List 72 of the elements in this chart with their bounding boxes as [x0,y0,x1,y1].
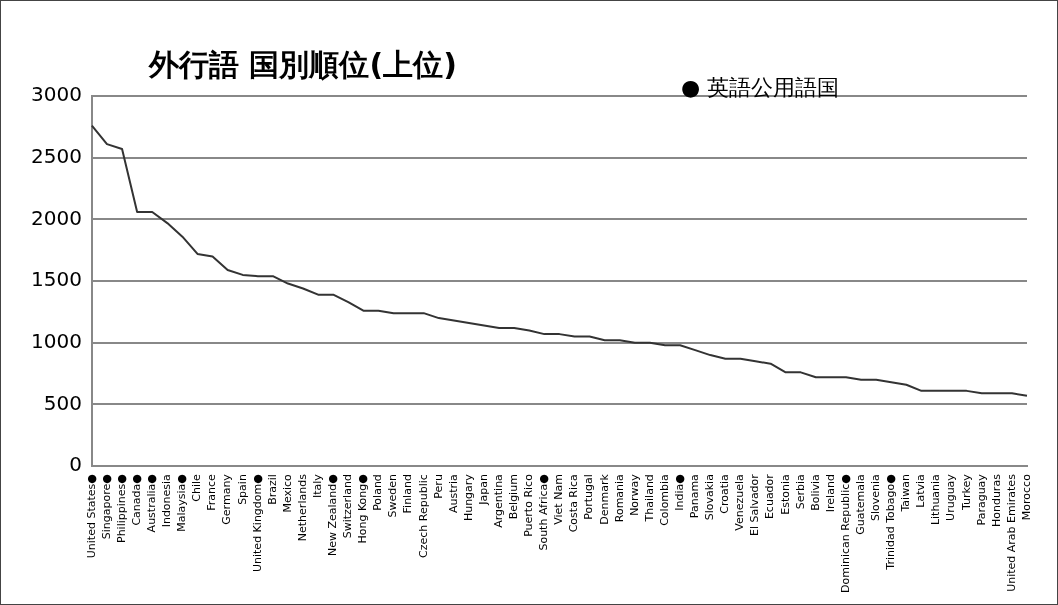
x-tick-label: Honduras [989,473,1003,528]
x-tick-label: Peru [431,474,445,499]
x-tick-label: New Zealand● [326,474,340,557]
x-tick-label: Singapore● [99,474,113,540]
x-tick-label: Taiwan [899,474,913,513]
x-tick-label: Uruguay [944,473,958,521]
x-tick-label: Japan [476,474,490,506]
chart-title: 外行語 国別順位(上位) [149,46,457,84]
y-tick-label: 1500 [30,267,82,292]
x-tick-label: Switzerland [341,474,355,539]
x-tick-label: Denmark [597,473,611,525]
y-tick-label: 2500 [30,143,82,168]
x-tick-label: Norway [627,473,641,516]
x-tick-label: Hungary [461,473,475,522]
x-tick-label: Guatemala [853,474,867,535]
x-tick-label: Belgium [507,474,521,520]
x-tick-label: Italy [310,473,324,499]
x-tick-label: Indonesia [160,474,174,528]
x-tick-label: Portugal [582,474,596,520]
annotation: ● 英語公用語国 [681,74,840,102]
x-tick-label: Chile [190,473,204,502]
x-tick-label: Germany [220,473,234,525]
x-tick-label: Dominican Republic● [838,474,852,594]
x-tick-label: France [205,473,219,511]
x-tick-label: Sweden [386,474,400,518]
x-tick-label: Morocco [1019,473,1033,521]
x-tick-label: Costa Rica [567,474,581,533]
x-tick-label: Ireland [823,474,837,513]
x-tick-label: United States● [84,474,98,559]
x-tick-label: Mexico [280,473,294,513]
x-tick-label: Puerto Rico [522,473,536,537]
x-tick-label: El Salvador [748,473,762,536]
x-tick-label: Argentina [491,474,505,528]
x-tick-label: Trinidad Tobago● [884,474,898,571]
x-tick-label: Serbia [793,474,807,510]
x-tick-label: Hong Kong● [356,474,370,544]
x-tick-label: Panama [688,474,702,519]
x-tick-label: Colombia [657,474,671,526]
y-tick-label: 2000 [30,205,82,230]
x-tick-label: Lithuania [929,474,943,526]
x-tick-label: Philippines● [114,474,128,544]
y-tick-label: 1000 [30,328,82,353]
x-tick-label: Estonia [778,474,792,515]
x-tick-label: Latvia [914,474,928,508]
x-tick-label: Paraguay [974,473,988,526]
x-tick-label: Turkey [959,473,973,511]
x-tick-label: Thailand [642,474,656,523]
x-tick-label: Canada● [130,474,143,526]
x-tick-label: Czech Republic [416,474,430,558]
x-tick-label: Malaysia● [175,474,189,532]
y-tick-label: 3000 [30,82,82,107]
x-tick-label: Netherlands [295,473,309,542]
x-tick-label: Finland [401,474,415,514]
y-tick-label: 500 [43,390,82,415]
x-tick-label: Australia● [145,474,159,533]
x-tick-label: United Kingdom● [250,474,264,573]
x-tick-label: Viet Nam [552,474,566,525]
x-tick-label: Bolivia [808,474,822,511]
x-tick-label: Venezuela [733,474,747,531]
x-tick-label: Poland [371,474,385,511]
x-tick-label: Slovakia [703,474,717,521]
x-tick-label: Croatia [718,474,732,514]
y-tick-label: 0 [69,452,82,477]
x-tick-label: Austria [446,474,460,514]
x-tick-label: Ecuador [763,473,777,520]
x-tick-label: India● [672,474,686,511]
x-tick-label: Slovenia [869,474,883,521]
x-tick-label: Spain [235,474,249,505]
x-tick-label: South Africa● [537,474,551,551]
x-tick-label: Brazil [265,474,279,505]
x-tick-label: Romania [612,474,626,523]
x-tick-label: United Arab Emirates [1004,473,1018,592]
